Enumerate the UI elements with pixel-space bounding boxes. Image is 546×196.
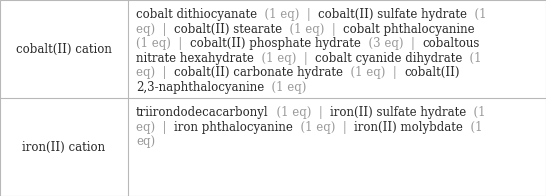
Text: cobalt(II) cation: cobalt(II) cation	[16, 43, 112, 55]
Text: eq): eq)	[136, 135, 155, 148]
Text: cobalt(II) carbonate hydrate: cobalt(II) carbonate hydrate	[174, 66, 343, 79]
Text: iron phthalocyanine: iron phthalocyanine	[174, 121, 293, 133]
Text: (1 eq)  |: (1 eq) |	[293, 121, 354, 133]
Text: (1 eq)  |: (1 eq) |	[254, 52, 315, 64]
Text: (3 eq)  |: (3 eq) |	[360, 37, 422, 50]
Text: (1 eq)  |: (1 eq) |	[269, 106, 330, 119]
Text: (1: (1	[466, 106, 485, 119]
Text: (1 eq): (1 eq)	[264, 81, 307, 93]
Text: cobalt dithiocyanate: cobalt dithiocyanate	[136, 8, 257, 21]
Text: cobalt(II) sulfate hydrate: cobalt(II) sulfate hydrate	[318, 8, 467, 21]
Text: (1: (1	[463, 121, 483, 133]
Text: triirondodecacarbonyl: triirondodecacarbonyl	[136, 106, 269, 119]
Text: cobalt cyanide dihydrate: cobalt cyanide dihydrate	[315, 52, 462, 64]
Text: cobalt(II) phosphate hydrate: cobalt(II) phosphate hydrate	[190, 37, 360, 50]
Text: (1 eq)  |: (1 eq) |	[136, 37, 190, 50]
Text: iron(II) molybdate: iron(II) molybdate	[354, 121, 463, 133]
Text: eq)  |: eq) |	[136, 121, 174, 133]
Text: nitrate hexahydrate: nitrate hexahydrate	[136, 52, 254, 64]
Text: (1 eq)  |: (1 eq) |	[282, 23, 343, 35]
Text: iron(II) sulfate hydrate: iron(II) sulfate hydrate	[330, 106, 466, 119]
Text: cobalt phthalocyanine: cobalt phthalocyanine	[343, 23, 475, 35]
Text: (1 eq)  |: (1 eq) |	[257, 8, 318, 21]
Text: cobalt(II): cobalt(II)	[404, 66, 460, 79]
Text: (1 eq)  |: (1 eq) |	[343, 66, 404, 79]
Text: eq)  |: eq) |	[136, 66, 174, 79]
Text: (1: (1	[467, 8, 487, 21]
Text: cobalt(II) stearate: cobalt(II) stearate	[174, 23, 282, 35]
Text: (1: (1	[462, 52, 482, 64]
Text: iron(II) cation: iron(II) cation	[22, 141, 105, 153]
Text: eq)  |: eq) |	[136, 23, 174, 35]
Text: cobaltous: cobaltous	[422, 37, 479, 50]
Text: 2,3-naphthalocyanine: 2,3-naphthalocyanine	[136, 81, 264, 93]
